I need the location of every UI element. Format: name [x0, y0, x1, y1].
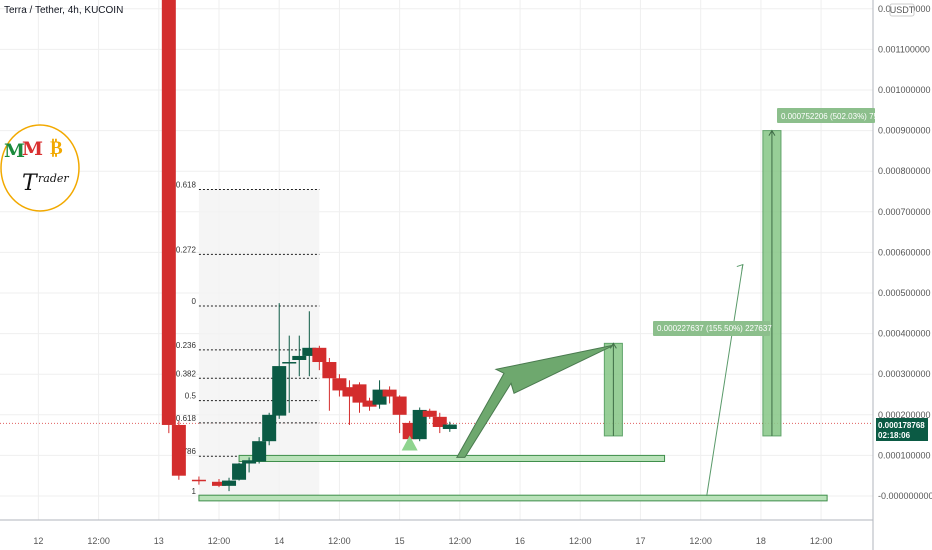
- time-tick-label: 13: [154, 536, 164, 546]
- candle-up: [252, 441, 267, 462]
- countdown-timer: 02:18:06: [878, 431, 911, 440]
- candle-down: [422, 410, 437, 417]
- target-1-label[interactable]: 0.000227637 (155.50%) 227637: [653, 321, 772, 336]
- trend-line[interactable]: [706, 264, 744, 497]
- price-tick-label: -0.000000000: [878, 491, 932, 501]
- candle-up: [302, 347, 317, 356]
- time-tick-label: 17: [635, 536, 645, 546]
- time-tick-label: 18: [756, 536, 766, 546]
- support-zone[interactable]: [198, 494, 828, 502]
- time-tick-label: 12:00: [449, 536, 472, 546]
- logo-ring: [0, 124, 80, 212]
- candle-down: [352, 384, 367, 403]
- candle-up: [222, 480, 237, 486]
- projection-arrowhead: [768, 129, 776, 136]
- candle-down: [161, 0, 176, 425]
- logo-letter-m-green: M: [4, 140, 25, 162]
- candle-up: [442, 424, 457, 430]
- time-tick-label: 14: [274, 536, 284, 546]
- target-2-text: 0.000752206 (502.03%) 752: [781, 112, 883, 121]
- candle-down: [212, 481, 226, 486]
- target-1-text: 0.000227637 (155.50%) 227637: [657, 324, 772, 333]
- trader-logo: M M ₿ T rader: [0, 124, 80, 212]
- time-tick-label: 12:00: [569, 536, 592, 546]
- time-tick-label: 12: [33, 536, 43, 546]
- fib-level-label: 0.786: [176, 447, 197, 456]
- price-tick-label: 0.000200000: [878, 410, 931, 420]
- fibonacci-retracement[interactable]: 1 0.786 0.618 0.5 0.382 0.236 0 -0.272 -0.618: [173, 180, 320, 497]
- price-tick-label: 0.001000000: [878, 85, 931, 95]
- price-tick-label: 0.000100000: [878, 450, 931, 460]
- time-tick-label: 12:00: [328, 536, 351, 546]
- candle-up: [282, 362, 297, 364]
- candle-down: [312, 347, 327, 363]
- price-tick-label: 0.001100000: [878, 44, 930, 54]
- fib-level-label: 0.236: [176, 341, 197, 350]
- candlesticks: [161, 0, 457, 492]
- bitcoin-icon: ₿: [50, 137, 63, 159]
- fib-level-label: -0.618: [173, 180, 196, 189]
- fib-level-label: 1: [191, 487, 196, 496]
- time-tick-label: 12:00: [87, 536, 110, 546]
- candle-down: [392, 396, 407, 415]
- last-price-value: 0.000178768: [878, 421, 925, 430]
- price-tick-label: 0.000500000: [878, 288, 931, 298]
- projection-arrow[interactable]: [455, 344, 615, 458]
- candle-up: [262, 414, 277, 442]
- candle-down: [191, 479, 206, 482]
- target-projections[interactable]: [603, 129, 782, 437]
- price-tick-label: 0.000600000: [878, 247, 931, 257]
- support-zone[interactable]: [238, 454, 666, 462]
- logo-letter-m-red: M: [22, 138, 43, 160]
- candle-up: [272, 366, 287, 416]
- signal-marker-triangle: [401, 435, 418, 451]
- logo-word: rader: [38, 172, 69, 185]
- last-price-badge: 0.000178768 02:18:06: [876, 418, 928, 441]
- fib-level-label: 0.618: [176, 414, 197, 423]
- price-tick-label: 0.000800000: [878, 166, 931, 176]
- candle-up: [242, 460, 257, 464]
- candle-down: [171, 424, 186, 476]
- time-tick-label: 12:00: [810, 536, 833, 546]
- price-tick-label: 0.000900000: [878, 126, 931, 136]
- time-tick-label: 12:00: [689, 536, 712, 546]
- candle-down: [322, 362, 337, 379]
- candle-up: [412, 409, 427, 440]
- fib-level-label: -0.272: [173, 245, 196, 254]
- time-tick-label: 15: [395, 536, 405, 546]
- time-tick-label: 16: [515, 536, 525, 546]
- candle-up: [292, 355, 307, 360]
- candle-down: [382, 389, 397, 397]
- fib-level-label: 0.382: [176, 369, 197, 378]
- drawings[interactable]: [401, 263, 744, 497]
- currency-button-label: USDT: [890, 5, 915, 15]
- support-zones[interactable]: [198, 454, 828, 502]
- price-tick-label: 0.000700000: [878, 207, 931, 217]
- chart-title: Terra / Tether, 4h, KUCOIN: [4, 5, 123, 16]
- candle-down: [362, 400, 377, 407]
- candle-down: [342, 387, 357, 397]
- grid-lines: [0, 0, 873, 520]
- price-tick-label: 0.000400000: [878, 329, 931, 339]
- candle-up: [232, 463, 247, 480]
- currency-button[interactable]: USDT: [889, 3, 915, 17]
- price-tick-label: 0.000300000: [878, 369, 931, 379]
- candle-down: [432, 416, 447, 427]
- target-2-label[interactable]: 0.000752206 (502.03%) 752: [777, 108, 883, 123]
- trend-line-arrowhead: [736, 263, 744, 271]
- fib-level-label: 0: [191, 297, 196, 306]
- time-tick-label: 12:00: [208, 536, 231, 546]
- logo-letter-t: T: [22, 171, 39, 196]
- fib-level-label: 0.5: [185, 392, 197, 401]
